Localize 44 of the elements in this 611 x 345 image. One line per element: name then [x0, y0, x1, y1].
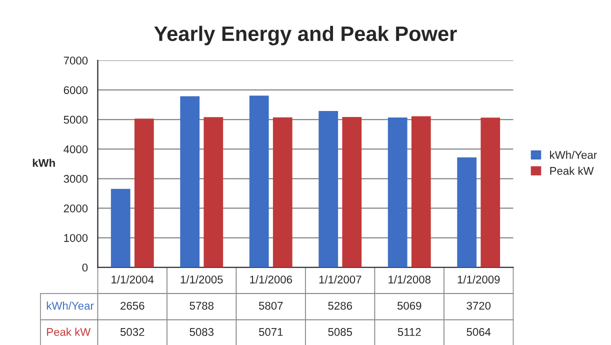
data-label: 5071	[258, 328, 283, 336]
chart-title: Yearly Energy and Peak Power	[154, 26, 457, 46]
data-label: 2656	[120, 302, 144, 310]
x-tick-label: 1/1/2009	[458, 275, 500, 284]
bar	[110, 188, 130, 268]
bar	[318, 111, 338, 268]
data-label: 3720	[466, 302, 491, 310]
bar	[249, 96, 269, 268]
x-tick-label: 1/1/2005	[180, 275, 223, 284]
bar	[342, 117, 362, 268]
bar	[272, 117, 292, 268]
y-tick-label: 7000	[64, 56, 88, 65]
y-tick-label: 3000	[64, 174, 88, 183]
bar	[204, 117, 224, 268]
bar	[180, 96, 200, 268]
bar	[388, 117, 408, 268]
text: kWh/Year	[46, 302, 94, 310]
data-label: 5788	[190, 302, 214, 310]
data-label: 5112	[398, 328, 421, 336]
bar	[411, 116, 431, 268]
y-tick-label: 6000	[64, 86, 88, 94]
data-label: 5807	[258, 302, 283, 310]
y-tick-label: 4000	[64, 145, 88, 154]
y-tick-label: 0	[82, 264, 88, 272]
data-label: 5085	[328, 328, 352, 336]
data-label: 5069	[397, 302, 422, 310]
legend-label: Peak kW	[550, 166, 594, 175]
x-tick-label: 1/1/2006	[250, 275, 292, 284]
bar	[134, 118, 154, 268]
y-axis-title: kWh	[32, 158, 55, 167]
data-label: 5032	[120, 328, 144, 336]
bar	[457, 157, 477, 268]
data-label: 5083	[190, 328, 214, 336]
legend-label: kWh/Year	[550, 150, 597, 159]
text: Peak kW	[47, 328, 91, 336]
y-tick-label: 5000	[64, 116, 88, 124]
y-tick-label: 2000	[64, 204, 88, 212]
x-tick-label: 1/1/2008	[388, 275, 431, 284]
data-label: 5286	[328, 302, 352, 310]
bar	[480, 118, 500, 268]
x-tick-label: 1/1/2007	[319, 275, 362, 284]
data-label: 5064	[466, 328, 491, 336]
x-tick-label: 1/1/2004	[112, 275, 154, 284]
y-tick-label: 1000	[64, 234, 88, 242]
